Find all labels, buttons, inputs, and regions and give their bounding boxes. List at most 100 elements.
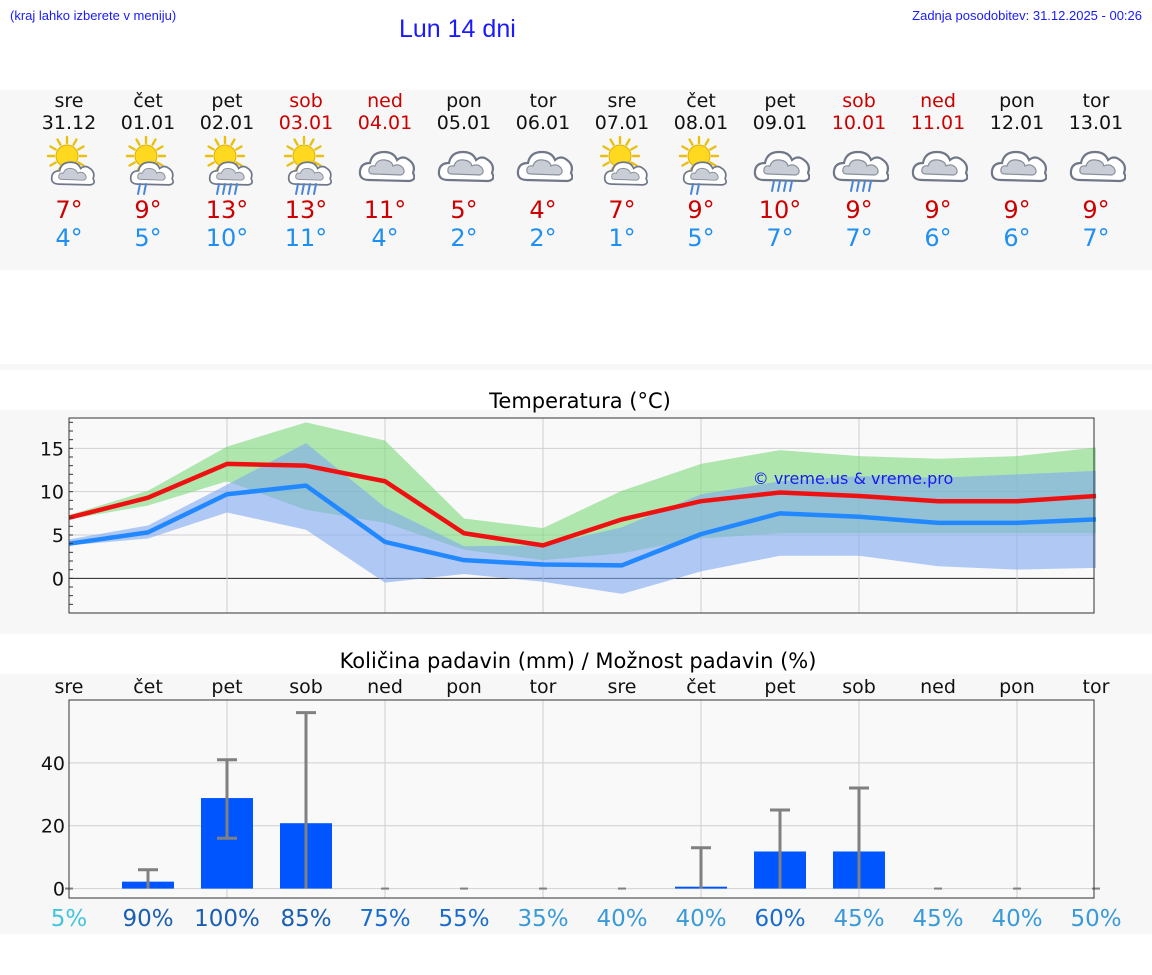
- last-updated: Zadnja posodobitev: 31.12.2025 - 00:26: [912, 8, 1142, 23]
- day-column: sre 07.01 7° 1°: [583, 90, 662, 252]
- day-date: 12.01: [989, 112, 1045, 134]
- temp-max: 11°: [363, 196, 407, 224]
- cloud-icon: [1069, 150, 1126, 183]
- precipitation-probability: 85%: [280, 906, 331, 932]
- temp-max: 5°: [450, 196, 478, 224]
- day-column: pet 09.01 10° 7°: [741, 90, 820, 252]
- chart-title: Temperatura (°C): [488, 389, 671, 413]
- day-label: čet: [686, 676, 716, 698]
- cloud-icon: [516, 150, 573, 183]
- temp-min: 7°: [845, 224, 873, 252]
- temp-min: 10°: [205, 224, 249, 252]
- cloud-icon: [208, 161, 254, 186]
- precipitation-probability: 50%: [1070, 906, 1121, 932]
- temp-max: 9°: [134, 196, 162, 224]
- day-date: 02.01: [199, 112, 255, 134]
- temp-max: 7°: [608, 196, 636, 224]
- day-column: sob 10.01 9° 7°: [820, 90, 899, 252]
- day-date: 08.01: [673, 112, 729, 134]
- rain-icon: [771, 180, 793, 192]
- day-column: tor 06.01 4° 2°: [504, 90, 583, 252]
- day-label: sob: [289, 676, 323, 698]
- watermark: © vreme.us & vreme.pro: [753, 469, 954, 488]
- rain-icon: [137, 183, 147, 195]
- temp-max: 4°: [529, 196, 557, 224]
- temp-max: 9°: [1003, 196, 1031, 224]
- day-date: 01.01: [120, 112, 176, 134]
- temp-min: 1°: [608, 224, 636, 252]
- day-name: tor: [1082, 90, 1110, 112]
- day-label: pon: [446, 676, 482, 698]
- day-column: pon 05.01 5° 2°: [425, 90, 504, 252]
- day-date: 07.01: [594, 112, 650, 134]
- temp-max: 10°: [758, 196, 802, 224]
- day-name: sre: [607, 90, 637, 112]
- y-tick-label: 10: [40, 482, 64, 504]
- precipitation-probability: 40%: [596, 906, 647, 932]
- precipitation-error-bar: [770, 808, 790, 889]
- day-label: pet: [764, 676, 795, 698]
- temp-max: 13°: [205, 196, 249, 224]
- cloud-icon: [990, 150, 1047, 183]
- day-column: sre 31.12 7° 4°: [30, 90, 109, 252]
- cloud-icon: [516, 150, 573, 183]
- precipitation-error-bar: [849, 786, 869, 889]
- cloud-icon: [129, 161, 175, 186]
- day-date: 11.01: [910, 112, 966, 134]
- chart-title: Količina padavin (mm) / Možnost padavin …: [340, 649, 817, 673]
- temp-min: 11°: [284, 224, 328, 252]
- y-tick-label: 5: [52, 525, 64, 547]
- min-range-band: [69, 443, 1096, 594]
- rain-icon: [216, 183, 238, 195]
- y-tick-label: 40: [41, 753, 65, 775]
- sun-cloud-icon: [46, 135, 96, 186]
- day-name: čet: [686, 90, 716, 112]
- day-date: 13.01: [1068, 112, 1124, 134]
- cloud-icon: [603, 161, 649, 186]
- day-column: tor 13.01 9° 7°: [1057, 90, 1136, 252]
- sun-cloud-heavy-rain-icon: [283, 135, 333, 195]
- day-date: 03.01: [278, 112, 334, 134]
- precipitation-probability: 100%: [194, 906, 260, 932]
- rain-icon: [295, 183, 317, 195]
- min-temperature-line: [68, 483, 1097, 568]
- sun-cloud-heavy-rain-icon: [204, 135, 254, 195]
- day-date: 04.01: [357, 112, 413, 134]
- rain-icon: [690, 183, 700, 195]
- temp-min: 7°: [1082, 224, 1110, 252]
- day-label: sre: [55, 676, 84, 698]
- daily-forecast-strip: sre 31.12 7° 4° čet 01.01 9° 5° pet 02.01 13° 10° so…: [0, 90, 1152, 270]
- day-label: čet: [133, 676, 163, 698]
- precipitation-probability: 5%: [51, 906, 88, 932]
- precipitation-error-bar: [691, 846, 711, 889]
- precipitation-probability: 45%: [912, 906, 963, 932]
- section-divider: [0, 364, 1152, 370]
- cloud-icon: [437, 150, 494, 183]
- max-temperature-line: [68, 461, 1097, 548]
- cloud-heavy-rain-icon: [753, 150, 810, 192]
- day-name: čet: [133, 90, 163, 112]
- day-column: ned 04.01 11° 4°: [346, 90, 425, 252]
- temp-min: 4°: [55, 224, 83, 252]
- day-date: 09.01: [752, 112, 808, 134]
- day-column: pet 02.01 13° 10°: [188, 90, 267, 252]
- day-name: sob: [289, 90, 323, 112]
- precipitation-probability: 40%: [991, 906, 1042, 932]
- temp-min: 5°: [134, 224, 162, 252]
- day-label: sob: [842, 676, 876, 698]
- day-column: čet 01.01 9° 5°: [109, 90, 188, 252]
- sun-icon: [599, 135, 641, 177]
- temp-max: 9°: [924, 196, 952, 224]
- sun-cloud-rain-icon: [125, 135, 175, 195]
- rain-icon: [850, 180, 872, 192]
- cloud-icon: [358, 150, 415, 183]
- cloud-icon: [50, 161, 96, 186]
- day-label: pon: [999, 676, 1035, 698]
- temp-max: 7°: [55, 196, 83, 224]
- precipitation-probability: 45%: [833, 906, 884, 932]
- precipitation-probability: 90%: [122, 906, 173, 932]
- temp-max: 9°: [1082, 196, 1110, 224]
- temp-min: 2°: [450, 224, 478, 252]
- day-name: sob: [842, 90, 876, 112]
- location-hint: (kraj lahko izberete v meniju): [10, 8, 177, 23]
